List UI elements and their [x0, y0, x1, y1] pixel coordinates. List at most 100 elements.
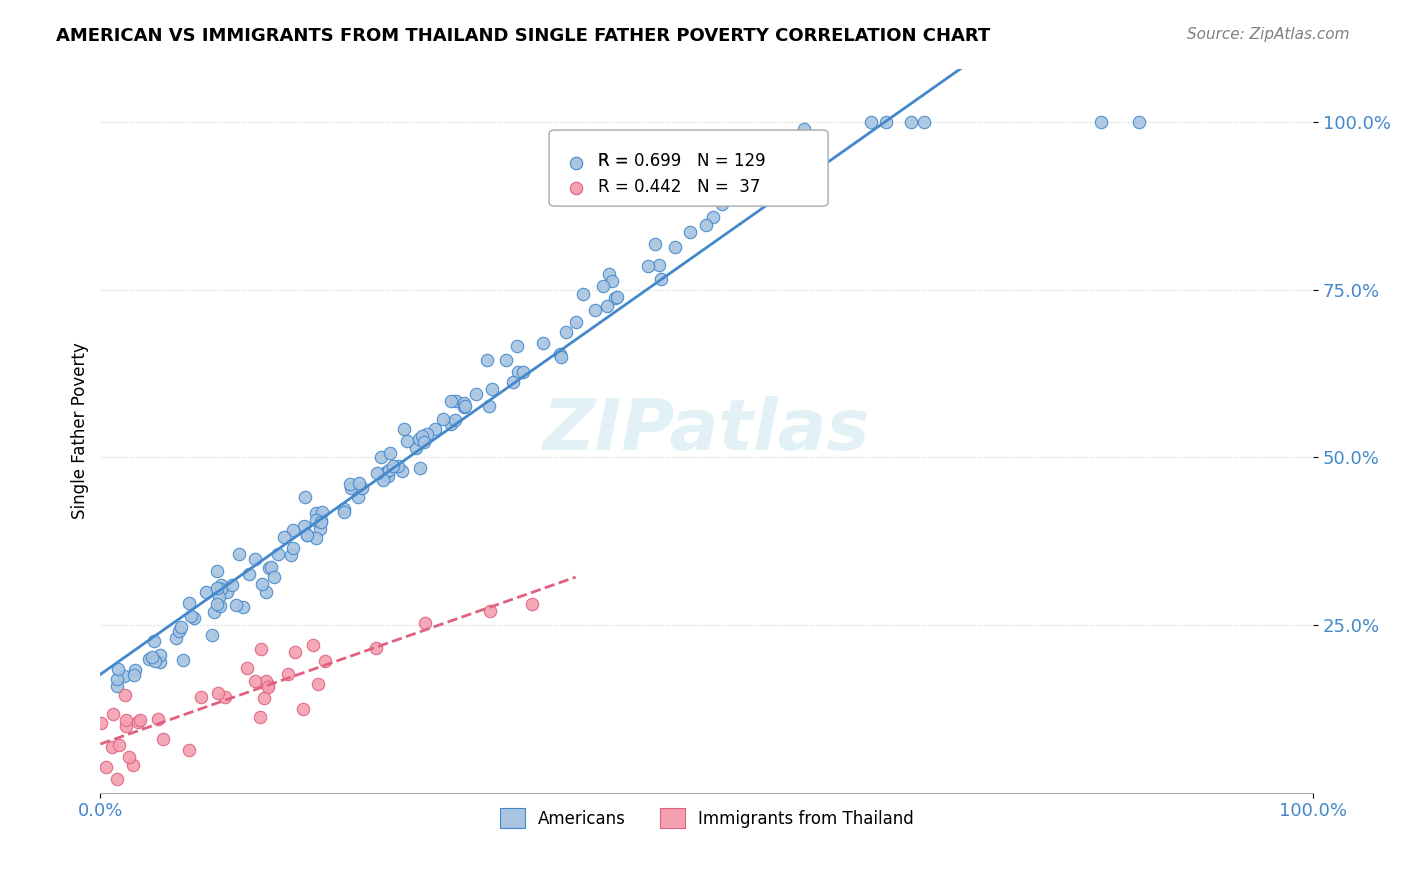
- Point: [214, 690, 236, 705]
- Point: [236, 661, 259, 675]
- Point: [464, 387, 486, 401]
- Point: [583, 303, 606, 318]
- Point: [254, 673, 277, 688]
- Point: [204, 605, 226, 619]
- Point: [257, 678, 280, 692]
- Point: [105, 672, 128, 686]
- Point: [548, 347, 571, 361]
- Text: R =: R =: [598, 153, 634, 170]
- Point: [411, 429, 433, 443]
- Text: R = 0.699   N = 129: R = 0.699 N = 129: [598, 153, 765, 170]
- Point: [283, 541, 305, 555]
- Point: [267, 547, 290, 561]
- Point: [454, 399, 477, 413]
- Point: [664, 240, 686, 254]
- Point: [263, 570, 285, 584]
- Point: [366, 466, 388, 480]
- Point: [314, 654, 336, 668]
- Y-axis label: Single Father Poverty: Single Father Poverty: [72, 343, 89, 519]
- Point: [387, 458, 409, 473]
- Point: [392, 422, 415, 436]
- Point: [1128, 115, 1150, 129]
- Point: [243, 673, 266, 688]
- Point: [912, 115, 935, 129]
- Point: [177, 596, 200, 610]
- FancyBboxPatch shape: [550, 130, 828, 206]
- Point: [257, 680, 280, 694]
- Point: [221, 578, 243, 592]
- Point: [101, 706, 124, 721]
- Point: [370, 450, 392, 465]
- Point: [592, 278, 614, 293]
- Point: [554, 326, 576, 340]
- Point: [600, 274, 623, 288]
- Point: [860, 115, 883, 129]
- Point: [440, 394, 463, 409]
- Point: [170, 620, 193, 634]
- Point: [413, 615, 436, 630]
- Point: [596, 300, 619, 314]
- Point: [215, 585, 238, 599]
- Point: [453, 401, 475, 415]
- Point: [138, 652, 160, 666]
- Point: [114, 669, 136, 683]
- Point: [94, 759, 117, 773]
- Point: [209, 578, 232, 592]
- Point: [408, 461, 430, 475]
- Point: [121, 758, 143, 772]
- Point: [250, 642, 273, 657]
- Point: [165, 632, 187, 646]
- Point: [405, 442, 427, 456]
- Point: [238, 567, 260, 582]
- Point: [115, 719, 138, 733]
- Point: [1090, 115, 1112, 129]
- Point: [115, 713, 138, 727]
- Point: [101, 740, 124, 755]
- Point: [146, 713, 169, 727]
- Point: [453, 396, 475, 410]
- Point: [149, 655, 172, 669]
- Point: [228, 547, 250, 561]
- Legend: Americans, Immigrants from Thailand: Americans, Immigrants from Thailand: [494, 801, 921, 835]
- Point: [352, 481, 374, 495]
- Point: [308, 522, 330, 536]
- Point: [565, 226, 588, 240]
- Point: [565, 202, 588, 217]
- Point: [205, 598, 228, 612]
- Text: R = 0.442   N =  37: R = 0.442 N = 37: [598, 178, 761, 195]
- Point: [311, 505, 333, 519]
- Point: [416, 426, 439, 441]
- Point: [127, 715, 149, 730]
- Point: [297, 528, 319, 542]
- Point: [249, 710, 271, 724]
- Point: [292, 702, 315, 716]
- Point: [105, 772, 128, 786]
- Point: [209, 582, 232, 597]
- Point: [695, 218, 717, 232]
- Point: [371, 474, 394, 488]
- Point: [679, 225, 702, 239]
- Point: [167, 624, 190, 639]
- Point: [250, 576, 273, 591]
- Point: [495, 353, 517, 368]
- Point: [572, 287, 595, 301]
- Point: [283, 523, 305, 537]
- Point: [177, 742, 200, 756]
- Point: [481, 382, 503, 396]
- Point: [145, 654, 167, 668]
- Point: [105, 679, 128, 693]
- Point: [408, 432, 430, 446]
- Point: [259, 561, 281, 575]
- Point: [118, 750, 141, 764]
- Point: [253, 691, 276, 706]
- Point: [190, 690, 212, 704]
- Point: [702, 211, 724, 225]
- Point: [637, 259, 659, 273]
- Point: [122, 668, 145, 682]
- Point: [340, 481, 363, 495]
- Point: [124, 663, 146, 677]
- Point: [309, 514, 332, 528]
- Point: [90, 715, 112, 730]
- Text: AMERICAN VS IMMIGRANTS FROM THAILAND SINGLE FATHER POVERTY CORRELATION CHART: AMERICAN VS IMMIGRANTS FROM THAILAND SIN…: [56, 27, 990, 45]
- Point: [107, 662, 129, 676]
